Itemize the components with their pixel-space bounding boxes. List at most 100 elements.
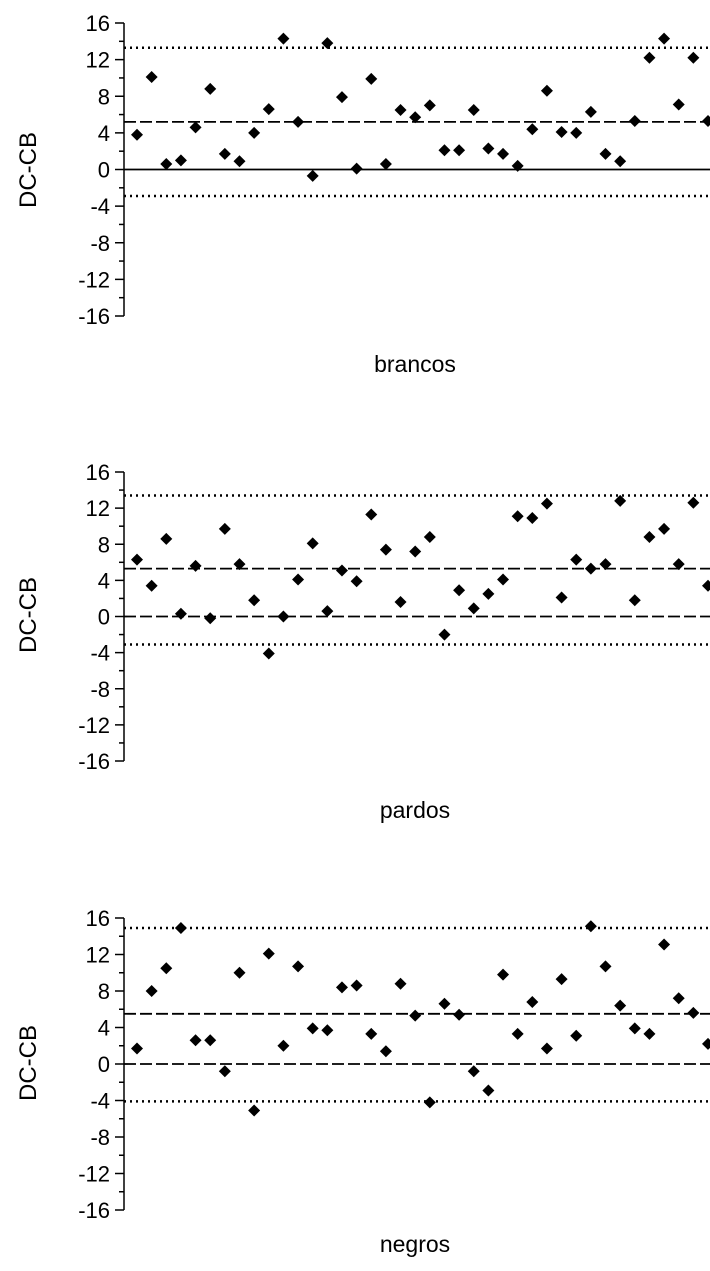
y-tick-label: 12 (86, 48, 110, 73)
data-point (189, 559, 202, 572)
data-point (599, 558, 612, 571)
data-point (702, 579, 710, 592)
data-point (189, 1034, 202, 1047)
data-point (423, 1096, 436, 1109)
y-tick-label: -16 (78, 749, 110, 774)
chart-pardos: 16 12 8 4 0 -4 -8 -12 -16 DC-CB pardos (15, 460, 710, 823)
data-point (350, 575, 363, 588)
data-point (453, 1008, 466, 1021)
data-point (643, 531, 656, 544)
data-point (262, 647, 275, 660)
data-point (277, 610, 290, 623)
data-point (628, 114, 641, 127)
y-tick-label: 8 (98, 84, 110, 109)
y-tick-label: 4 (98, 568, 110, 593)
data-point (379, 158, 392, 171)
x-axis-title: pardos (380, 797, 450, 823)
data-point (145, 579, 158, 592)
y-tick-label: -12 (78, 713, 110, 738)
data-point (321, 1024, 334, 1037)
data-point (394, 596, 407, 609)
data-point (350, 162, 363, 175)
y-tick-label: 12 (86, 496, 110, 521)
x-axis-title: negros (380, 1231, 450, 1257)
data-point (350, 979, 363, 992)
data-point (131, 128, 143, 141)
y-tick-label: 16 (86, 906, 110, 931)
data-point (540, 1042, 553, 1055)
data-point (614, 494, 627, 507)
data-point (702, 114, 710, 127)
data-point (233, 558, 246, 571)
data-point (526, 123, 539, 136)
y-tick-label: 8 (98, 979, 110, 1004)
data-point (497, 968, 510, 981)
data-point (160, 532, 173, 545)
data-point (379, 543, 392, 556)
chart-brancos: 16 12 8 4 0 -4 -8 -12 -16 DC-CB brancos (15, 11, 710, 377)
data-point (658, 938, 671, 951)
data-point (292, 573, 305, 586)
y-tick-label: 4 (98, 121, 110, 146)
data-point (248, 1104, 261, 1117)
data-point (423, 531, 436, 544)
data-point (174, 607, 187, 620)
data-point (628, 594, 641, 607)
data-point (131, 553, 143, 566)
data-point (453, 584, 466, 597)
y-tick-label: 0 (98, 605, 110, 630)
data-point (687, 1006, 700, 1019)
data-point (233, 966, 246, 979)
y-tick-label: -4 (90, 641, 110, 666)
data-point (599, 960, 612, 973)
data-point (672, 558, 685, 571)
data-point (409, 545, 422, 558)
data-point (394, 977, 407, 990)
data-point (160, 962, 173, 975)
data-point (570, 553, 583, 566)
data-point (131, 1042, 143, 1055)
y-axis-title: DC-CB (15, 577, 42, 653)
data-point (540, 84, 553, 97)
data-point (438, 997, 451, 1010)
data-point (628, 1022, 641, 1035)
data-point (306, 169, 319, 182)
y-tick-label: -12 (78, 267, 110, 292)
data-point (189, 121, 202, 134)
data-point (482, 587, 495, 600)
data-point (262, 103, 275, 116)
data-point (467, 1065, 480, 1078)
data-point (643, 51, 656, 64)
y-tick-label: -8 (90, 231, 110, 256)
data-point (438, 628, 451, 641)
data-point (497, 573, 510, 586)
data-point (570, 126, 583, 139)
data-point (614, 155, 627, 168)
data-point (218, 147, 231, 160)
y-tick-label: -8 (90, 1125, 110, 1150)
y-tick-label: -16 (78, 1198, 110, 1223)
y-axis-title: DC-CB (15, 1025, 42, 1101)
data-point (292, 115, 305, 128)
data-point (306, 1022, 319, 1035)
data-point (248, 594, 261, 607)
data-point (482, 1084, 495, 1097)
y-axis-title: DC-CB (15, 132, 42, 208)
data-point (174, 922, 187, 935)
data-point (423, 99, 436, 112)
data-point (160, 158, 173, 171)
y-tick-label: 8 (98, 532, 110, 557)
data-point (321, 605, 334, 618)
data-point (277, 1039, 290, 1052)
data-point (453, 144, 466, 157)
data-point (511, 159, 524, 172)
y-tick-label: 16 (86, 11, 110, 36)
data-point (584, 920, 597, 933)
data-point (321, 37, 334, 50)
y-tick-label: 0 (98, 1052, 110, 1077)
data-point (233, 155, 246, 168)
y-tick-label: -4 (90, 194, 110, 219)
data-point (218, 522, 231, 535)
y-tick-label: 4 (98, 1016, 110, 1041)
